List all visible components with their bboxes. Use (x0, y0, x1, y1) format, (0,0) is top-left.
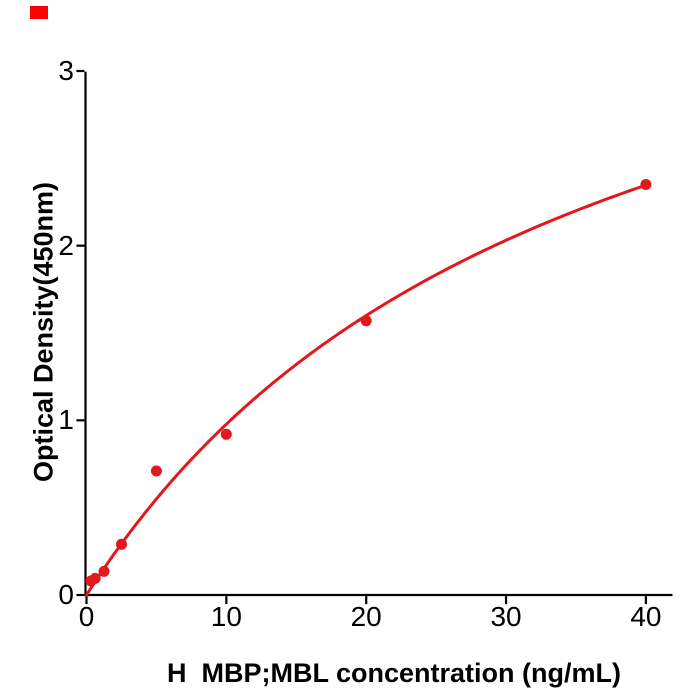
x-tick-label: 40 (630, 601, 662, 632)
y-tick-label: 2 (58, 229, 74, 261)
x-tick-label: 30 (490, 601, 522, 632)
x-tick-label: 0 (78, 601, 95, 632)
data-point (116, 538, 127, 550)
y-tick-label: 0 (58, 579, 74, 610)
data-point (360, 315, 372, 327)
x-tick-label: 10 (210, 601, 242, 632)
fit-curve (85, 183, 648, 597)
data-point (220, 428, 232, 440)
corner-marker (30, 6, 48, 19)
x-tick-label: 20 (350, 601, 382, 632)
data-point (640, 179, 652, 190)
data-point (98, 565, 110, 577)
y-tick-label: 1 (58, 404, 74, 436)
data-point (89, 572, 101, 584)
y-axis-title: Optical Density(450nm) (28, 181, 59, 483)
y-tick-label: 3 (58, 54, 74, 86)
data-point (150, 465, 162, 477)
x-axis-title: H MBP;MBL concentration (ng/mL) (167, 658, 621, 688)
